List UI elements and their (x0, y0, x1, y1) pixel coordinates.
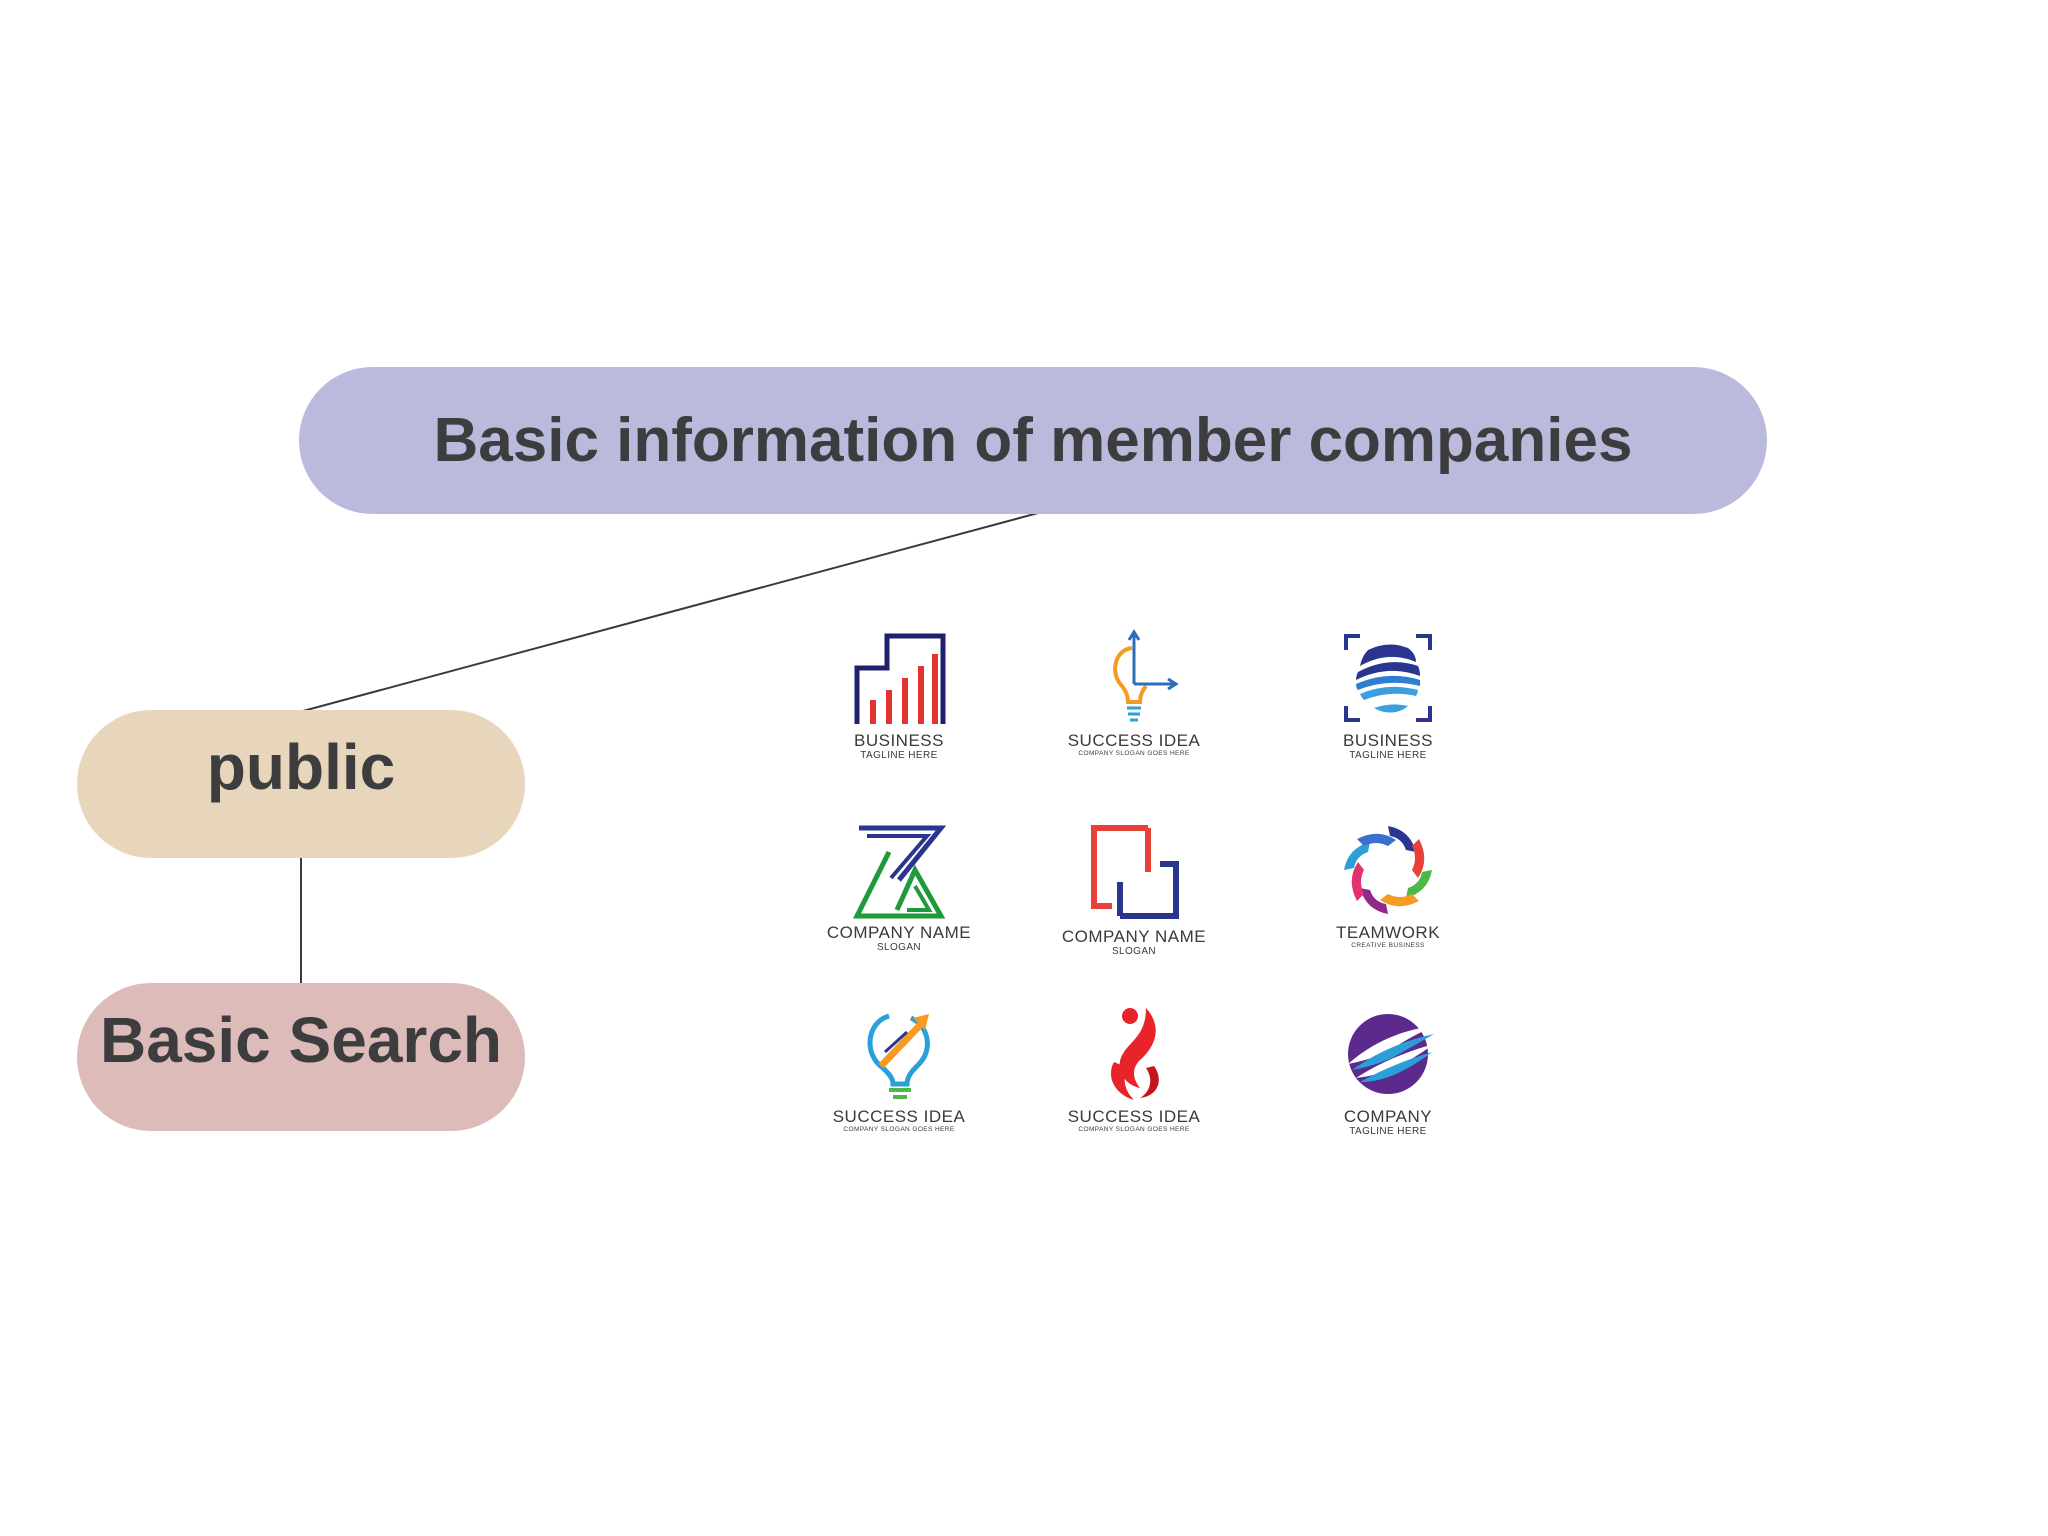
logo-tagline: TAGLINE HERE (860, 750, 938, 761)
logo-name: TEAMWORK (1335, 923, 1441, 942)
logo-business-2: BUSINESS TAGLINE HERE (1278, 628, 1498, 788)
logo-tagline: SLOGAN (1111, 946, 1157, 957)
logo-name: SUCCESS IDEA (832, 1107, 966, 1126)
planet-swoosh-icon (1348, 1014, 1434, 1094)
interlocking-squares-icon (1091, 825, 1179, 919)
logo-name: COMPANY (1343, 1107, 1433, 1126)
logo-tagline: TAGLINE HERE (1349, 750, 1427, 761)
letter-z-triangle-icon (852, 825, 947, 919)
logo-tagline: COMPANY SLOGAN GOES HERE (1078, 750, 1190, 757)
logo-teamwork: TEAMWORK CREATIVE BUSINESS (1278, 820, 1498, 980)
logo-tagline: COMPANY SLOGAN GOES HERE (1078, 1126, 1190, 1133)
logo-business-1: BUSINESS TAGLINE HERE (789, 628, 1009, 788)
root-topic-label: Basic information of member companies (433, 406, 1633, 475)
flame-person-icon (1110, 1008, 1159, 1100)
logo-success-idea-1: SUCCESS IDEA COMPANY SLOGAN GOES HERE (1024, 628, 1244, 788)
logo-tagline: COMPANY SLOGAN GOES HERE (843, 1126, 955, 1133)
logo-name: COMPANY NAME (1061, 927, 1207, 946)
basic-search-topic-label: Basic Search (99, 1004, 503, 1076)
public-topic-label: public (206, 731, 396, 803)
logo-name: BUSINESS (1343, 731, 1433, 750)
logo-company-name-2: COMPANY NAME SLOGAN (1024, 820, 1244, 980)
logo-tagline: TAGLINE HERE (1349, 1126, 1427, 1137)
public-topic-node[interactable]: public (77, 710, 525, 858)
basic-search-topic-node[interactable]: Basic Search (77, 983, 525, 1131)
logo-tagline: SLOGAN (876, 942, 922, 953)
root-topic-node[interactable]: Basic information of member companies (299, 367, 1767, 514)
logo-tagline: CREATIVE BUSINESS (1351, 942, 1425, 949)
logo-company: COMPANY TAGLINE HERE (1278, 1004, 1498, 1164)
logo-name: SUCCESS IDEA (1067, 1107, 1201, 1126)
connector-root-public (302, 512, 1039, 712)
logo-name: BUSINESS (854, 731, 944, 750)
lightbulb-graph-icon (1113, 629, 1179, 722)
logo-company-name-1: COMPANY NAME SLOGAN (789, 820, 1009, 980)
swirl-arrows-icon (1344, 826, 1432, 914)
globe-frame-icon (1344, 634, 1432, 722)
bar-chart-building-icon (854, 633, 946, 724)
logo-name: SUCCESS IDEA (1067, 731, 1201, 750)
logo-name: COMPANY NAME (826, 923, 972, 942)
logo-success-idea-2: SUCCESS IDEA COMPANY SLOGAN GOES HERE (789, 1004, 1009, 1164)
lightbulb-arrow-icon (867, 1013, 930, 1099)
logo-success-idea-3: SUCCESS IDEA COMPANY SLOGAN GOES HERE (1024, 1004, 1244, 1164)
